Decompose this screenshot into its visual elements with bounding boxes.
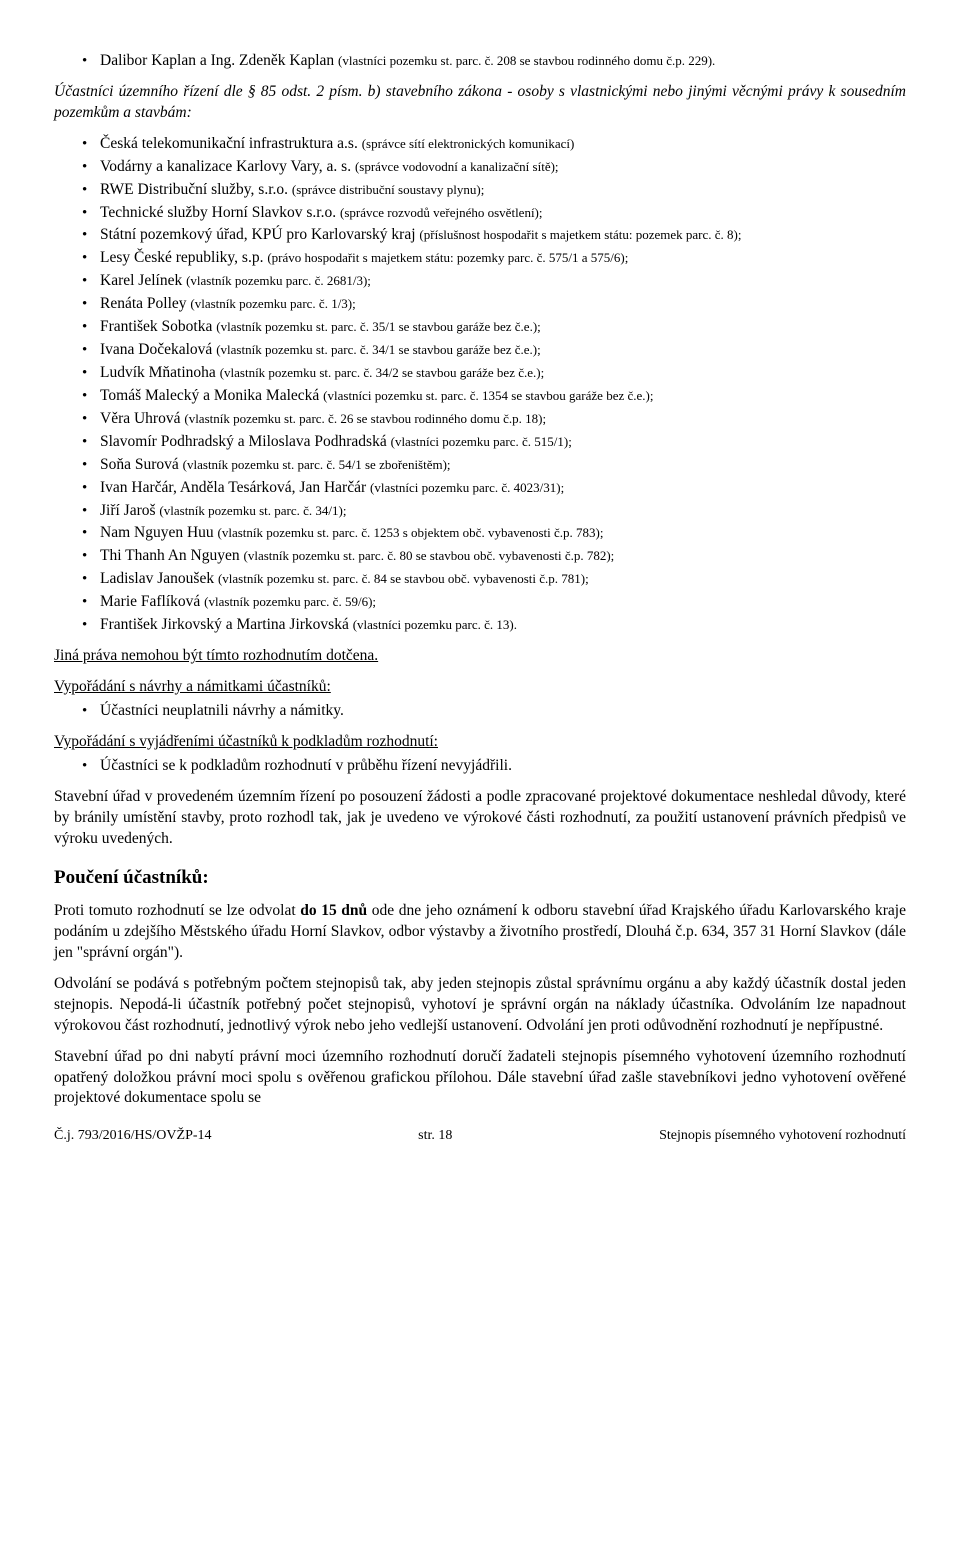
item-main: Ivana Dočekalová	[100, 341, 216, 358]
heading-vypor2: Vypořádání s vyjádřeními účastníků k pod…	[54, 733, 438, 750]
para-a: Stavební úřad v provedeném územním řízen…	[54, 787, 906, 850]
item-main: Věra Uhrová	[100, 410, 184, 427]
item-main: František Jirkovský a Martina Jirkovská	[100, 616, 353, 633]
pouceni-heading: Poučení účastníků:	[54, 865, 906, 891]
item-detail: (vlastník pozemku parc. č. 2681/3);	[186, 273, 371, 288]
list-item: Nam Nguyen Huu (vlastník pozemku st. par…	[82, 523, 906, 544]
item-main: Dalibor Kaplan a Ing. Zdeněk Kaplan	[100, 52, 338, 69]
para-c: Odvolání se podává s potřebným počtem st…	[54, 974, 906, 1037]
list-item: František Sobotka (vlastník pozemku st. …	[82, 317, 906, 338]
list-item: Státní pozemkový úřad, KPÚ pro Karlovars…	[82, 225, 906, 246]
list-item: Ladislav Janoušek (vlastník pozemku st. …	[82, 569, 906, 590]
list-item: Technické služby Horní Slavkov s.r.o. (s…	[82, 203, 906, 224]
footer-left: Č.j. 793/2016/HS/OVŽP-14	[54, 1127, 212, 1146]
item-main: Slavomír Podhradský a Miloslava Podhrads…	[100, 433, 391, 450]
list-item: Jiří Jaroš (vlastník pozemku st. parc. č…	[82, 501, 906, 522]
item-detail: (vlastník pozemku st. parc. č. 84 se sta…	[218, 571, 589, 586]
list-item: Soňa Surová (vlastník pozemku st. parc. …	[82, 455, 906, 476]
list-item: Slavomír Podhradský a Miloslava Podhrads…	[82, 432, 906, 453]
list-item: Účastníci se k podkladům rozhodnutí v pr…	[82, 756, 906, 777]
list-item: František Jirkovský a Martina Jirkovská …	[82, 615, 906, 636]
item-main: Tomáš Malecký a Monika Malecká	[100, 387, 323, 404]
page-footer: Č.j. 793/2016/HS/OVŽP-14 str. 18 Stejnop…	[54, 1127, 906, 1146]
item-main: Vodárny a kanalizace Karlovy Vary, a. s.	[100, 158, 355, 175]
footer-center: str. 18	[418, 1127, 452, 1146]
item-detail: (vlastník pozemku st. parc. č. 80 se sta…	[244, 548, 615, 563]
item-text: Účastníci neuplatnili návrhy a námitky.	[100, 702, 344, 719]
item-main: Ludvík Mňatinoha	[100, 364, 220, 381]
vypor1-list: Účastníci neuplatnili návrhy a námitky.	[54, 701, 906, 722]
item-text: Účastníci se k podkladům rozhodnutí v pr…	[100, 757, 512, 774]
list-item: Vodárny a kanalizace Karlovy Vary, a. s.…	[82, 157, 906, 178]
top-bullet-list: Dalibor Kaplan a Ing. Zdeněk Kaplan (vla…	[54, 51, 906, 72]
item-detail: (vlastník pozemku st. parc. č. 1253 s ob…	[218, 525, 604, 540]
lead-paragraph: Účastníci územního řízení dle § 85 odst.…	[54, 82, 906, 124]
vypor2-list: Účastníci se k podkladům rozhodnutí v pr…	[54, 756, 906, 777]
item-detail: (správce vodovodní a kanalizační sítě);	[355, 159, 559, 174]
item-main: Nam Nguyen Huu	[100, 524, 218, 541]
list-item: Tomáš Malecký a Monika Malecká (vlastníc…	[82, 386, 906, 407]
list-item: Marie Faflíková (vlastník pozemku parc. …	[82, 592, 906, 613]
item-detail: (příslušnost hospodařit s majetkem státu…	[419, 227, 741, 242]
item-main: Soňa Surová	[100, 456, 183, 473]
item-main: Státní pozemkový úřad, KPÚ pro Karlovars…	[100, 226, 419, 243]
para-b-pre: Proti tomuto rozhodnutí se lze odvolat	[54, 902, 300, 919]
item-detail: (vlastník pozemku st. parc. č. 26 se sta…	[184, 411, 546, 426]
list-item: Thi Thanh An Nguyen (vlastník pozemku st…	[82, 546, 906, 567]
para-b: Proti tomuto rozhodnutí se lze odvolat d…	[54, 901, 906, 964]
list-item: Ludvík Mňatinoha (vlastník pozemku st. p…	[82, 363, 906, 384]
item-detail: (vlastníci pozemku parc. č. 4023/31);	[370, 480, 564, 495]
item-main: Technické služby Horní Slavkov s.r.o.	[100, 204, 340, 221]
list-item: Ivana Dočekalová (vlastník pozemku st. p…	[82, 340, 906, 361]
para-b-bold: do 15 dnů	[300, 902, 367, 919]
item-main: Thi Thanh An Nguyen	[100, 547, 244, 564]
heading-jina: Jiná práva nemohou být tímto rozhodnutím…	[54, 647, 378, 664]
main-bullet-list: Česká telekomunikační infrastruktura a.s…	[54, 134, 906, 636]
item-main: Karel Jelínek	[100, 272, 186, 289]
list-item: Renáta Polley (vlastník pozemku parc. č.…	[82, 294, 906, 315]
item-detail: (správce rozvodů veřejného osvětlení);	[340, 205, 543, 220]
list-item: Ivan Harčár, Anděla Tesárková, Jan Harčá…	[82, 478, 906, 499]
list-item: Věra Uhrová (vlastník pozemku st. parc. …	[82, 409, 906, 430]
list-item: Účastníci neuplatnili návrhy a námitky.	[82, 701, 906, 722]
footer-right: Stejnopis písemného vyhotovení rozhodnut…	[659, 1127, 906, 1146]
item-detail: (vlastník pozemku parc. č. 59/6);	[204, 594, 376, 609]
item-detail: (vlastník pozemku st. parc. č. 54/1 se z…	[183, 457, 451, 472]
heading-vypor1: Vypořádání s návrhy a námitkami účastník…	[54, 678, 331, 695]
item-main: Marie Faflíková	[100, 593, 204, 610]
item-detail: (vlastník pozemku st. parc. č. 34/2 se s…	[220, 365, 545, 380]
item-detail: (vlastníci pozemku parc. č. 515/1);	[391, 434, 572, 449]
item-main: Česká telekomunikační infrastruktura a.s…	[100, 135, 362, 152]
item-main: Jiří Jaroš	[100, 502, 159, 519]
item-main: Ladislav Janoušek	[100, 570, 218, 587]
item-detail: (vlastníci pozemku st. parc. č. 1354 se …	[323, 388, 653, 403]
list-item: Dalibor Kaplan a Ing. Zdeněk Kaplan (vla…	[82, 51, 906, 72]
item-detail: (vlastník pozemku st. parc. č. 34/1 se s…	[216, 342, 541, 357]
item-main: Ivan Harčár, Anděla Tesárková, Jan Harčá…	[100, 479, 370, 496]
item-main: František Sobotka	[100, 318, 216, 335]
item-detail: (správce sítí elektronických komunikací)	[362, 136, 575, 151]
item-detail: (právo hospodařit s majetkem státu: poze…	[267, 250, 628, 265]
item-detail: (správce distribuční soustavy plynu);	[292, 182, 484, 197]
item-detail: (vlastník pozemku st. parc. č. 34/1);	[159, 503, 346, 518]
item-main: Lesy České republiky, s.p.	[100, 249, 267, 266]
para-d: Stavební úřad po dni nabytí právní moci …	[54, 1047, 906, 1110]
list-item: Karel Jelínek (vlastník pozemku parc. č.…	[82, 271, 906, 292]
item-main: Renáta Polley	[100, 295, 190, 312]
list-item: Lesy České republiky, s.p. (právo hospod…	[82, 248, 906, 269]
item-main: RWE Distribuční služby, s.r.o.	[100, 181, 292, 198]
item-detail: (vlastník pozemku parc. č. 1/3);	[190, 296, 355, 311]
list-item: RWE Distribuční služby, s.r.o. (správce …	[82, 180, 906, 201]
list-item: Česká telekomunikační infrastruktura a.s…	[82, 134, 906, 155]
item-detail: (vlastník pozemku st. parc. č. 35/1 se s…	[216, 319, 541, 334]
item-detail: (vlastníci pozemku parc. č. 13).	[353, 617, 517, 632]
item-detail: (vlastníci pozemku st. parc. č. 208 se s…	[338, 53, 715, 68]
